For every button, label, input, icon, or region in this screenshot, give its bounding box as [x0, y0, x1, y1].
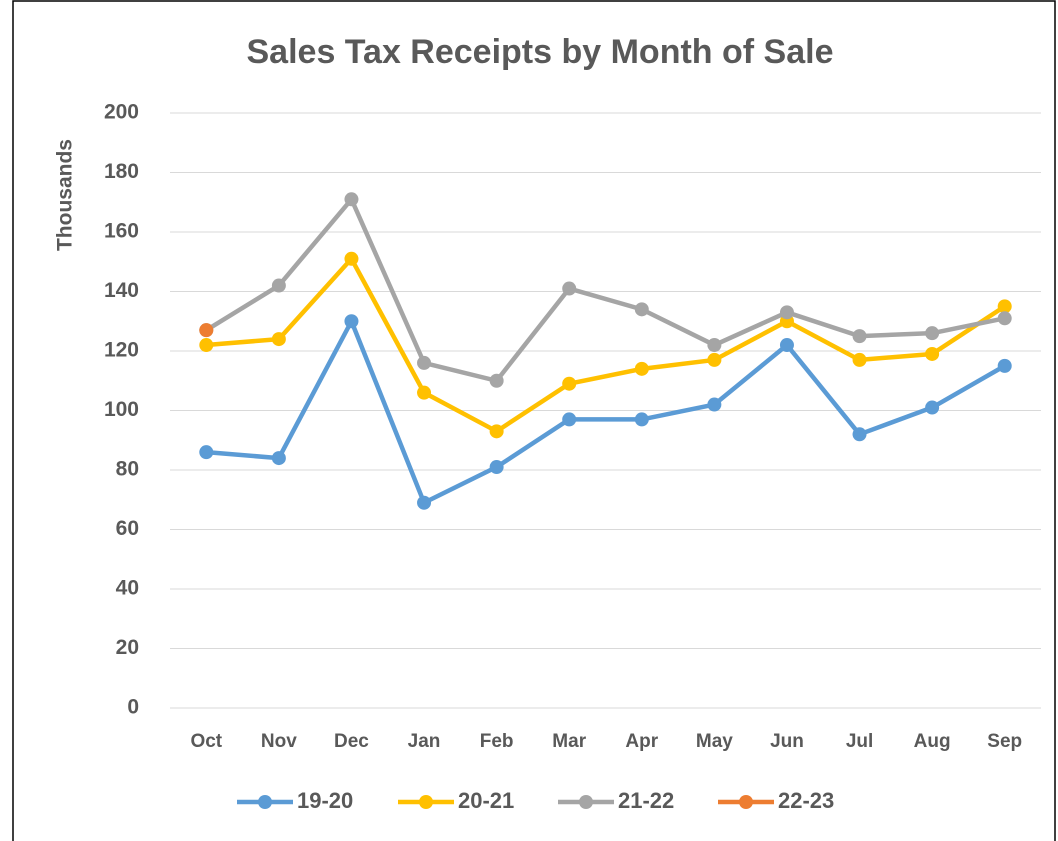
data-point — [997, 299, 1012, 314]
legend-label: 20-21 — [458, 788, 514, 813]
x-tick-label: Jul — [846, 731, 873, 752]
legend-marker — [579, 795, 593, 809]
series-line — [206, 256, 1006, 434]
y-tick-label: 120 — [104, 339, 139, 362]
data-point — [634, 361, 649, 376]
data-point — [489, 373, 504, 388]
y-tick-label: 20 — [116, 636, 139, 659]
y-tick-label: 100 — [104, 398, 139, 421]
data-point — [852, 427, 867, 442]
data-point — [562, 281, 577, 296]
data-point — [634, 302, 649, 317]
y-tick-label: 180 — [104, 160, 139, 183]
legend-marker — [258, 795, 272, 809]
x-tick-label: Oct — [190, 731, 222, 752]
data-point — [779, 305, 794, 320]
series-line — [206, 319, 1006, 505]
data-point — [199, 445, 214, 460]
legend-marker — [419, 795, 433, 809]
data-point — [417, 385, 432, 400]
data-point — [997, 311, 1012, 326]
data-point — [489, 424, 504, 439]
legend-marker — [739, 795, 753, 809]
data-point — [852, 329, 867, 344]
y-tick-label: 60 — [116, 517, 139, 540]
data-point — [344, 314, 359, 329]
x-tick-label: Feb — [480, 731, 514, 752]
data-point — [779, 338, 794, 353]
legend-label: 19-20 — [297, 788, 353, 813]
x-tick-label: Jan — [408, 731, 441, 752]
y-tick-label: 40 — [116, 577, 139, 600]
data-point — [344, 192, 359, 207]
y-axis-label: Thousands — [54, 139, 77, 251]
data-point — [271, 332, 286, 347]
x-tick-label: Sep — [987, 731, 1022, 752]
data-point — [925, 326, 940, 341]
data-point — [634, 412, 649, 427]
data-point — [417, 495, 432, 510]
y-tick-label: 80 — [116, 458, 139, 481]
series-line — [205, 197, 1006, 383]
y-tick-label: 140 — [104, 279, 139, 302]
data-point — [344, 251, 359, 266]
data-point — [199, 338, 214, 353]
y-tick-label: 200 — [104, 101, 139, 124]
data-point — [997, 358, 1012, 373]
x-tick-label: Aug — [914, 731, 951, 752]
chart-title: Sales Tax Receipts by Month of Sale — [247, 33, 834, 71]
data-point — [489, 460, 504, 475]
chart-frame — [12, 0, 1056, 841]
y-tick-label: 0 — [127, 696, 139, 719]
x-tick-label: Nov — [261, 731, 297, 752]
x-tick-label: May — [696, 731, 733, 752]
x-tick-label: Dec — [334, 731, 369, 752]
data-point — [707, 338, 722, 353]
data-point — [199, 323, 214, 338]
y-tick-label: 160 — [104, 220, 139, 243]
data-point — [562, 412, 577, 427]
x-tick-label: Jun — [770, 731, 804, 752]
data-point — [707, 352, 722, 367]
x-tick-label: Mar — [552, 731, 586, 752]
data-point — [852, 352, 867, 367]
x-tick-label: Apr — [625, 731, 658, 752]
data-point — [562, 376, 577, 391]
data-point — [925, 346, 940, 361]
data-point — [925, 400, 940, 415]
data-point — [707, 397, 722, 412]
data-point — [271, 278, 286, 293]
legend-label: 21-22 — [618, 788, 674, 813]
legend-label: 22-23 — [778, 788, 834, 813]
data-point — [271, 451, 286, 466]
data-point — [417, 355, 432, 370]
